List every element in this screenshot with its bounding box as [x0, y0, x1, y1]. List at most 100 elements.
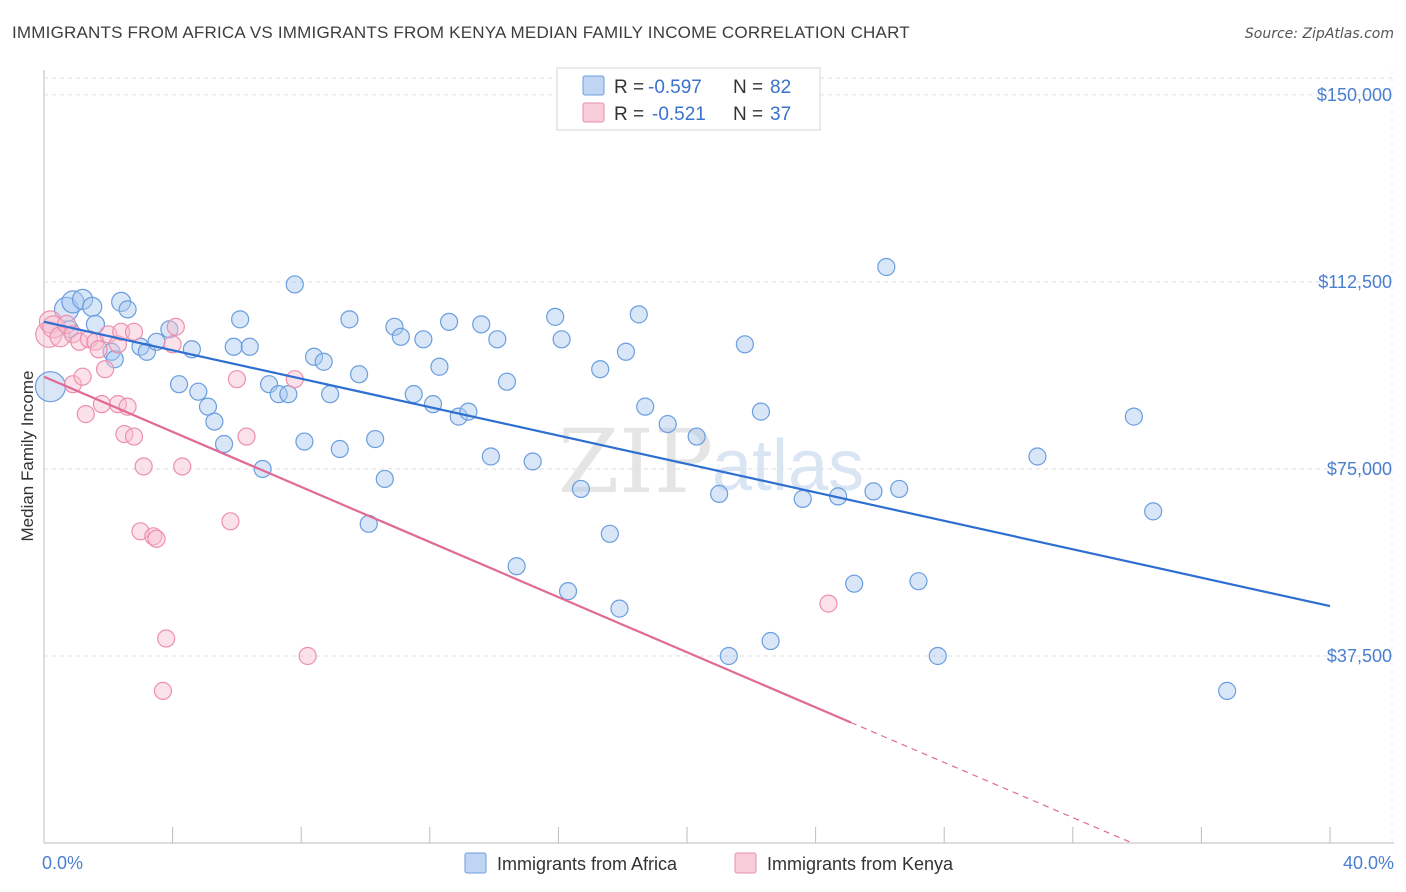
africa-point: [404, 385, 423, 404]
africa-point: [34, 371, 67, 403]
africa-point: [636, 397, 655, 416]
africa-point: [314, 352, 333, 371]
source-label: Source: ZipAtlas.com: [1245, 26, 1394, 42]
kenya-point: [227, 370, 246, 389]
africa-point: [269, 385, 288, 404]
africa-point: [877, 257, 896, 277]
kenya-point: [112, 322, 131, 341]
africa-point: [591, 360, 610, 379]
africa-point: [321, 385, 340, 404]
africa-point: [1028, 447, 1047, 466]
y-tick-labels: $150,000 $112,500 $75,000 $37,500: [1317, 85, 1392, 666]
africa-point: [497, 372, 517, 391]
africa-point: [719, 646, 738, 666]
series-kenya-points: [35, 310, 838, 700]
y-tick-label: $37,500: [1327, 646, 1392, 666]
africa-point: [285, 275, 304, 294]
africa-point: [137, 342, 156, 361]
africa-point: [546, 307, 565, 326]
africa-point: [224, 337, 243, 356]
kenya-point: [73, 367, 92, 386]
africa-point: [330, 439, 349, 459]
legend-n-label: N =: [733, 77, 763, 98]
kenya-point: [157, 629, 176, 648]
africa-point: [214, 434, 234, 454]
africa-point: [890, 479, 909, 499]
africa-point: [1218, 681, 1237, 700]
y-tick-label: $75,000: [1327, 459, 1392, 479]
africa-point: [616, 342, 636, 361]
africa-point: [507, 557, 526, 576]
africa-point: [118, 300, 137, 319]
africa-point: [189, 382, 208, 401]
kenya-point: [819, 594, 838, 613]
y-axis-label: Median Family Income: [18, 370, 37, 541]
legend-swatch-africa: [464, 852, 487, 874]
africa-point: [439, 312, 459, 331]
africa-point: [600, 524, 619, 543]
africa-point: [105, 350, 124, 369]
africa-point: [735, 335, 754, 354]
africa-point: [385, 317, 404, 336]
legend-swatch-africa: [582, 75, 605, 96]
kenya-point: [166, 317, 185, 336]
watermark-zip: ZIP: [558, 410, 713, 513]
africa-point: [430, 357, 449, 376]
africa-point: [928, 646, 947, 666]
kenya-point: [76, 405, 95, 424]
africa-point: [82, 296, 103, 317]
x-tick-label-max: 40.0%: [1343, 853, 1394, 873]
y-tick-label: $112,500: [1318, 272, 1392, 292]
series-legend: Immigrants from Africa Immigrants from K…: [464, 852, 954, 874]
kenya-point: [95, 360, 115, 379]
legend-label-africa: Immigrants from Africa: [497, 854, 678, 874]
africa-point: [710, 484, 729, 504]
africa-point: [761, 631, 780, 651]
kenya-point: [144, 527, 163, 546]
africa-point: [1124, 407, 1143, 426]
africa-point: [845, 574, 864, 593]
watermark-atlas: atlas: [712, 426, 864, 506]
africa-point: [231, 310, 250, 329]
legend-swatch-kenya: [582, 102, 605, 123]
legend-n-value-africa: 82: [770, 77, 791, 98]
africa-point: [488, 330, 507, 349]
africa-point: [349, 365, 369, 384]
africa-point: [340, 310, 359, 329]
africa-point: [304, 347, 324, 366]
kenya-point: [124, 427, 144, 446]
africa-point: [864, 482, 883, 501]
watermark: ZIP atlas: [558, 410, 864, 513]
africa-point: [552, 330, 571, 349]
legend-label-kenya: Immigrants from Kenya: [767, 854, 954, 874]
kenya-point: [221, 512, 240, 531]
africa-point: [375, 469, 394, 489]
chart-title: IMMIGRANTS FROM AFRICA VS IMMIGRANTS FRO…: [12, 23, 910, 42]
africa-point: [481, 447, 500, 466]
kenya-point: [89, 340, 108, 359]
africa-point: [658, 414, 677, 434]
africa-point: [687, 427, 706, 446]
legend-n-value-kenya: 37: [770, 104, 791, 125]
africa-point: [610, 599, 629, 618]
kenya-point: [173, 457, 192, 476]
trend-lines: [43, 320, 1331, 844]
africa-point: [472, 315, 491, 334]
africa-point: [1144, 502, 1163, 521]
africa-point: [259, 375, 279, 394]
legend-r-value-kenya: -0.521: [652, 104, 706, 125]
y-tick-label: $150,000: [1317, 85, 1392, 105]
africa-point: [793, 489, 812, 508]
kenya-point: [147, 529, 166, 548]
africa-point: [629, 305, 648, 324]
africa-point: [366, 429, 385, 449]
africa-point: [558, 582, 578, 601]
kenya-point: [134, 457, 153, 476]
correlation-legend: R = -0.597 N = 82 R = -0.521 N = 37: [556, 67, 821, 131]
africa-point: [279, 385, 298, 404]
kenya-point: [298, 646, 317, 666]
africa-point: [198, 397, 218, 416]
series-africa-points: [34, 257, 1237, 700]
africa-point: [205, 412, 224, 431]
